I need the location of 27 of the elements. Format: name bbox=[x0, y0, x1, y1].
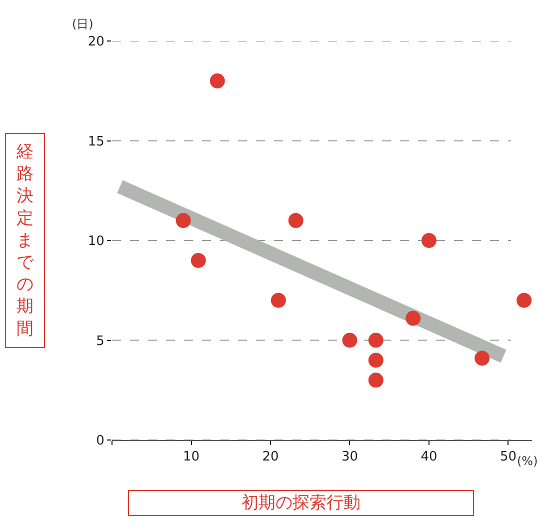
point bbox=[516, 292, 532, 308]
point bbox=[342, 332, 358, 348]
y-tick-label: 15 bbox=[88, 134, 104, 150]
point bbox=[190, 252, 206, 268]
point bbox=[474, 350, 490, 366]
x-tick-label: 50 bbox=[500, 450, 517, 465]
y-tick-label: 10 bbox=[88, 234, 104, 250]
text: (%) bbox=[517, 454, 538, 468]
point bbox=[368, 352, 384, 368]
point bbox=[406, 310, 421, 326]
x-tick-label: 30 bbox=[341, 450, 358, 465]
point bbox=[368, 332, 384, 348]
point bbox=[421, 233, 436, 248]
x-axis-title: 初期の探索行動 bbox=[242, 493, 360, 513]
y-tick-label: 5 bbox=[96, 334, 104, 349]
text: 経路決定までの期間 bbox=[16, 142, 34, 339]
x-tick-label: 20 bbox=[262, 450, 279, 465]
point bbox=[368, 372, 384, 388]
point bbox=[176, 213, 191, 228]
point bbox=[288, 213, 304, 228]
x-tick-label: 40 bbox=[420, 450, 438, 465]
point bbox=[210, 73, 225, 88]
y-tick-label: 0 bbox=[96, 434, 104, 449]
point bbox=[270, 292, 286, 308]
x-tick-label: 10 bbox=[182, 450, 200, 465]
text: (日) bbox=[72, 17, 94, 31]
y-tick-label: 20 bbox=[88, 34, 104, 50]
